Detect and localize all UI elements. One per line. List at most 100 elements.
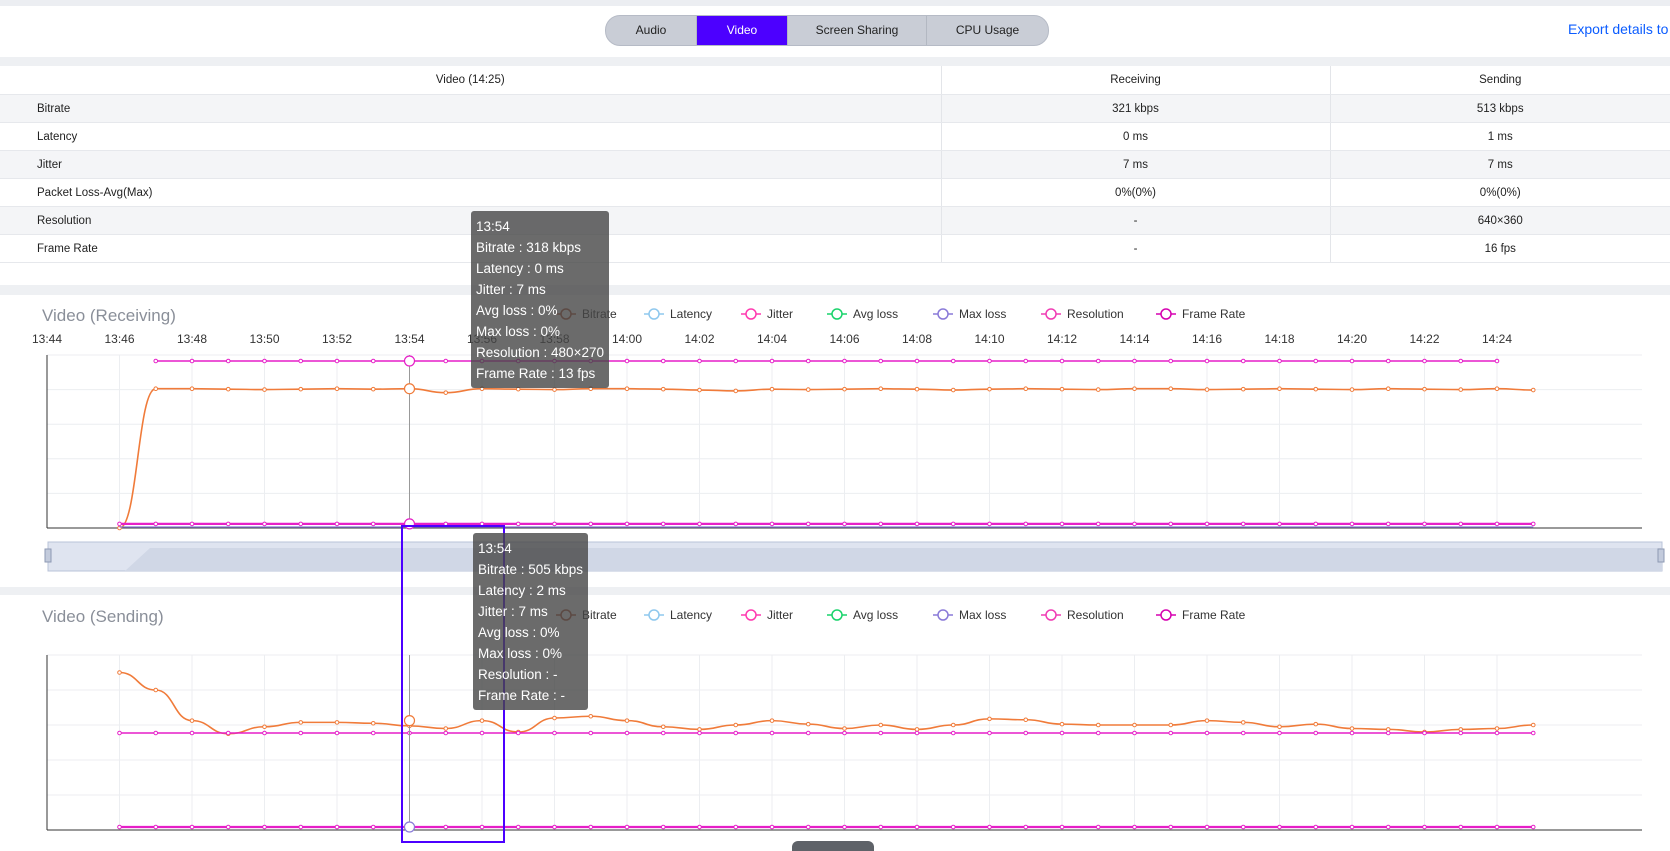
data-point <box>370 720 376 726</box>
data-point <box>805 730 811 736</box>
hover-marker <box>403 715 416 727</box>
legend-marker <box>648 308 660 320</box>
legend-label: Resolution <box>1067 307 1124 321</box>
data-point <box>262 724 267 730</box>
tab-screen-sharing[interactable]: Screen Sharing <box>788 16 927 45</box>
data-point <box>153 730 159 736</box>
data-point <box>1132 521 1137 527</box>
data-point <box>1059 824 1065 830</box>
tooltip-line: Bitrate : 318 kbps <box>476 240 582 255</box>
data-point <box>697 727 702 732</box>
data-point <box>1023 824 1029 830</box>
data-point <box>987 730 992 736</box>
legend-label: Resolution <box>1067 608 1124 622</box>
data-point <box>914 386 920 392</box>
data-point <box>1240 730 1246 736</box>
data-point <box>769 358 775 364</box>
data-point <box>189 521 195 527</box>
data-point <box>1059 721 1065 727</box>
data-point <box>1530 521 1536 527</box>
data-point <box>733 358 739 364</box>
data-point <box>914 730 920 736</box>
sending-chart-title: Video (Sending) <box>42 607 164 626</box>
data-point <box>1095 521 1101 527</box>
legend-marker <box>1160 609 1172 621</box>
data-point <box>443 390 449 395</box>
tooltip-time: 13:54 <box>476 219 510 234</box>
data-point <box>1240 521 1246 527</box>
tab-audio[interactable]: Audio <box>606 16 697 45</box>
tooltip-line: Max loss : 0% <box>476 324 561 339</box>
data-point <box>914 521 920 527</box>
data-point <box>552 824 557 830</box>
x-tick-label: 14:20 <box>1337 332 1367 346</box>
scroll-handle[interactable] <box>792 841 874 851</box>
data-point <box>1349 730 1355 736</box>
x-tick-label: 14:10 <box>974 332 1004 346</box>
data-point <box>1530 387 1536 393</box>
data-point <box>588 824 594 830</box>
data-point <box>189 358 195 364</box>
data-point <box>1168 521 1174 527</box>
data-point <box>950 358 956 364</box>
data-point <box>298 358 304 364</box>
column-header: Receiving <box>940 66 1330 95</box>
data-point <box>262 824 267 830</box>
zoom-slider-shadow <box>48 548 1662 571</box>
data-point <box>1494 386 1500 392</box>
data-point <box>189 718 195 723</box>
tooltip-line: Jitter : 7 ms <box>478 604 548 619</box>
metric-cell: Jitter <box>0 150 941 179</box>
metric-cell: Frame Rate <box>0 234 941 263</box>
legend-label: Latency <box>670 307 712 321</box>
data-point <box>117 521 122 527</box>
data-point <box>334 358 340 364</box>
data-point <box>1494 726 1500 731</box>
data-point <box>769 824 775 830</box>
data-point <box>262 387 267 392</box>
data-point <box>370 386 376 392</box>
data-point <box>370 824 376 830</box>
data-point <box>515 521 521 527</box>
data-point <box>1385 358 1391 364</box>
data-point <box>878 730 884 736</box>
legend-label: Frame Rate <box>1182 307 1246 321</box>
data-point <box>1530 722 1536 728</box>
data-point <box>479 718 485 723</box>
data-point <box>1494 358 1500 364</box>
data-point <box>1204 358 1210 364</box>
tooltip-line: Frame Rate : - <box>478 688 566 703</box>
data-point <box>1023 358 1029 364</box>
data-point <box>660 386 666 392</box>
x-tick-label: 13:48 <box>177 332 207 346</box>
data-point <box>1168 722 1174 728</box>
data-point <box>225 824 231 830</box>
x-tick-label: 14:00 <box>612 332 642 346</box>
data-point <box>842 726 847 731</box>
data-point <box>1458 727 1464 732</box>
data-point <box>1095 824 1101 830</box>
data-point <box>1095 730 1101 736</box>
data-point <box>624 358 630 364</box>
tab-cpu-usage[interactable]: CPU Usage <box>955 23 1020 37</box>
data-point <box>660 521 666 527</box>
data-point <box>1132 386 1137 392</box>
data-point <box>1458 730 1464 736</box>
data-point <box>515 824 521 830</box>
sending-chart[interactable]: Bitrate Latency Jitter Avg loss Max loss Reso… <box>0 600 1670 847</box>
x-tick-label: 14:24 <box>1482 332 1512 346</box>
data-point <box>733 824 739 830</box>
receiving-cell: 321 kbps <box>940 94 1330 123</box>
data-point <box>624 521 630 527</box>
data-point <box>697 387 702 393</box>
data-point <box>262 521 267 527</box>
data-point <box>552 715 557 721</box>
data-point <box>370 521 376 527</box>
data-point <box>1385 521 1391 527</box>
data-point <box>733 730 739 736</box>
data-point <box>624 730 630 736</box>
table-row: Latency 0 ms 1 ms <box>0 122 1670 151</box>
tab-video[interactable]: Video <box>697 16 788 45</box>
export-details-link[interactable]: Export details to <box>1568 21 1669 37</box>
